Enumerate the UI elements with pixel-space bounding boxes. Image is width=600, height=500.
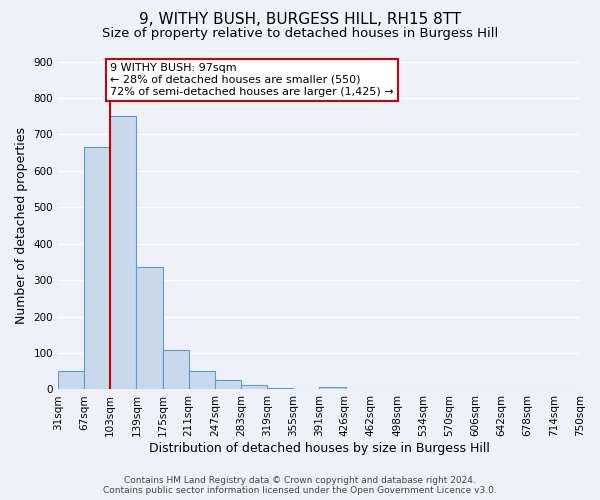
Bar <box>189 371 215 390</box>
Bar <box>136 268 163 390</box>
Bar <box>267 388 293 390</box>
Bar <box>110 116 136 390</box>
Text: 9 WITHY BUSH: 97sqm
← 28% of detached houses are smaller (550)
72% of semi-detac: 9 WITHY BUSH: 97sqm ← 28% of detached ho… <box>110 64 394 96</box>
Bar <box>58 371 84 390</box>
Text: Size of property relative to detached houses in Burgess Hill: Size of property relative to detached ho… <box>102 28 498 40</box>
Bar <box>319 386 346 390</box>
Text: 9, WITHY BUSH, BURGESS HILL, RH15 8TT: 9, WITHY BUSH, BURGESS HILL, RH15 8TT <box>139 12 461 28</box>
Y-axis label: Number of detached properties: Number of detached properties <box>15 127 28 324</box>
Text: Contains HM Land Registry data © Crown copyright and database right 2024.
Contai: Contains HM Land Registry data © Crown c… <box>103 476 497 495</box>
X-axis label: Distribution of detached houses by size in Burgess Hill: Distribution of detached houses by size … <box>149 442 490 455</box>
Bar <box>163 350 189 390</box>
Bar <box>215 380 241 390</box>
Bar <box>241 384 267 390</box>
Bar <box>84 147 110 390</box>
